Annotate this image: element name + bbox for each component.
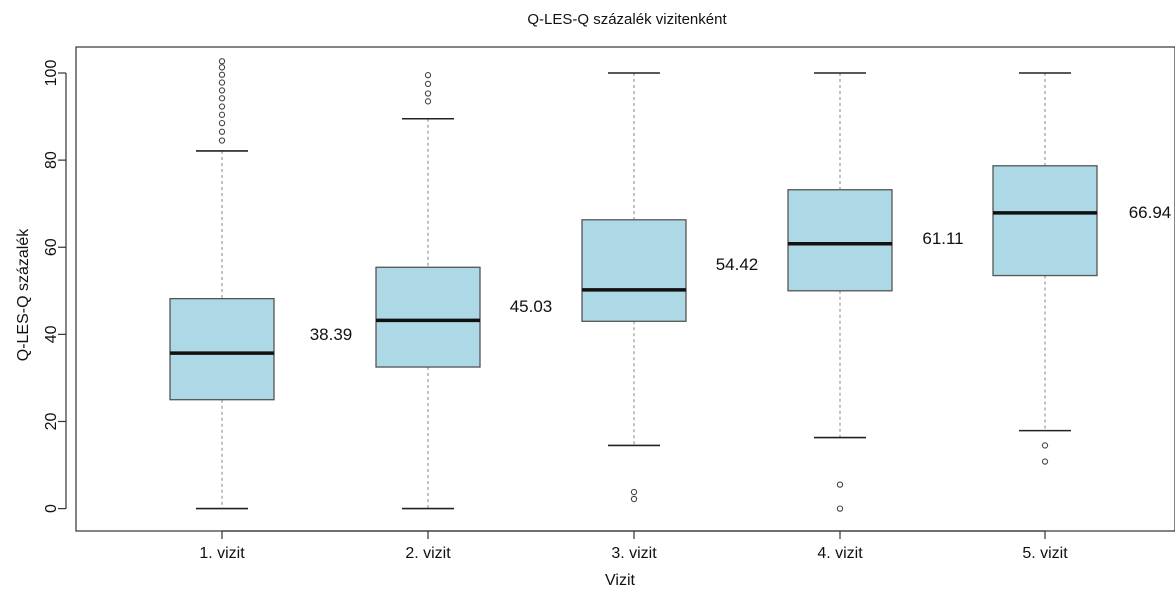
- outlier-point: [218, 137, 226, 144]
- x-axis: 1. vizit 2. vizit 3. vizit 4. vizit 5. vizit: [199, 530, 1068, 562]
- outlier-point: [424, 90, 432, 97]
- x-tick-label: 1. vizit: [199, 545, 245, 562]
- iqr-box: [992, 165, 1098, 277]
- outlier-point: [218, 103, 226, 110]
- outlier-point: [218, 79, 226, 86]
- outlier-point: [630, 488, 638, 496]
- outlier-point: [218, 111, 226, 118]
- outlier-point: [1041, 458, 1049, 465]
- box-group: [992, 72, 1098, 465]
- plot-area: 38.39 45.03 54.42 61.11 66.94: [169, 58, 1172, 512]
- x-tick-label: 3. vizit: [611, 545, 657, 562]
- iqr-box: [787, 189, 893, 292]
- x-tick-label: 2. vizit: [405, 545, 451, 562]
- mean-value-label: 54.42: [716, 255, 759, 274]
- outlier-point: [218, 64, 226, 71]
- outlier-point: [1041, 442, 1049, 449]
- iqr-box: [169, 297, 275, 401]
- box-group: [169, 58, 275, 510]
- x-tick-label: 4. vizit: [817, 545, 863, 562]
- y-tick-label: 20: [43, 412, 60, 430]
- outlier-point: [218, 58, 226, 65]
- outlier-point: [218, 128, 226, 135]
- box-group: [787, 72, 893, 512]
- outlier-point: [218, 119, 226, 127]
- mean-value-label: 45.03: [510, 297, 553, 316]
- y-tick-label: 80: [43, 151, 60, 169]
- outlier-point: [218, 95, 226, 102]
- y-axis: 0 20 40 60 80 100: [43, 60, 67, 513]
- iqr-box: [375, 266, 481, 368]
- outlier-point: [836, 505, 844, 512]
- x-tick-label: 5. vizit: [1022, 545, 1068, 562]
- y-axis-title: Q-LES-Q százalék: [15, 228, 32, 361]
- iqr-box: [581, 219, 687, 322]
- outlier-point: [630, 495, 638, 503]
- outlier-point: [836, 481, 844, 488]
- mean-value-label: 61.11: [922, 229, 963, 248]
- y-tick-label: 40: [43, 325, 60, 343]
- outlier-point: [424, 98, 432, 105]
- outlier-point: [424, 72, 432, 79]
- y-tick-label: 60: [43, 238, 60, 256]
- box-group: [375, 72, 481, 510]
- box-group: [581, 72, 687, 503]
- x-axis-title: Vizit: [605, 572, 635, 589]
- outlier-point: [218, 71, 226, 78]
- mean-value-label: 66.94: [1129, 203, 1172, 222]
- y-tick-label: 100: [43, 60, 60, 87]
- chart-title: Q-LES-Q százalék vizitenként: [527, 11, 727, 28]
- outlier-point: [424, 80, 432, 88]
- outlier-point: [218, 87, 226, 94]
- mean-value-label: 38.39: [310, 325, 353, 344]
- y-tick-label: 0: [43, 504, 60, 513]
